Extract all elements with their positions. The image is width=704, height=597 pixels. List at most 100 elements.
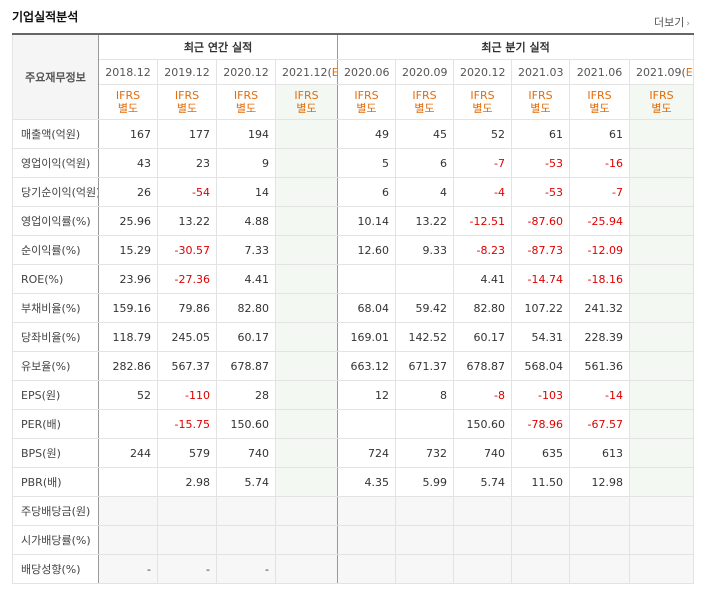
table-cell: -25.94 — [569, 206, 631, 236]
table-cell: 561.36 — [569, 351, 631, 381]
table-row: 당좌비율(%) 118.79 245.05 60.17 169.01 142.52 60.1… — [12, 322, 695, 352]
table-cell: -103 — [511, 380, 571, 410]
table-cell: -8.23 — [453, 235, 513, 265]
table-cell: 169.01 — [337, 322, 397, 352]
table-cell — [98, 496, 158, 526]
table-cell — [274, 177, 339, 207]
table-cell — [569, 554, 631, 584]
table-cell — [629, 235, 695, 265]
table-cell — [569, 496, 631, 526]
table-cell: -53 — [511, 148, 571, 178]
row-label: 부채비율(%) — [12, 293, 99, 323]
period-header: 2020.12 — [453, 59, 513, 85]
period-header: 2020.09 — [395, 59, 455, 85]
table-row: PER(배) -15.75 150.60 150.60 -78.96 -67.57 — [12, 409, 695, 439]
more-link[interactable]: 더보기 › — [654, 14, 690, 30]
table-cell — [511, 525, 571, 555]
ifrs-label: IFRS 별도 — [569, 84, 631, 120]
row-label: 당좌비율(%) — [12, 322, 99, 352]
table-cell — [216, 525, 276, 555]
table-cell: 61 — [511, 119, 571, 149]
row-label-header: 주요재무정보 — [12, 33, 99, 120]
table-cell: 663.12 — [337, 351, 397, 381]
table-cell — [395, 554, 455, 584]
table-cell: 15.29 — [98, 235, 158, 265]
table-row: 순이익률(%) 15.29 -30.57 7.33 12.60 9.33 -8.23 -87.… — [12, 235, 695, 265]
table-cell — [629, 467, 695, 497]
ifrs-label: IFRS 별도 — [98, 84, 158, 120]
table-cell — [98, 467, 158, 497]
row-label: PBR(배) — [12, 467, 99, 497]
table-cell: 194 — [216, 119, 276, 149]
quarter-header: 최근 분기 실적 — [337, 33, 695, 60]
table-cell — [274, 554, 339, 584]
table-cell: 52 — [453, 119, 513, 149]
table-cell: 568.04 — [511, 351, 571, 381]
table-cell: -18.16 — [569, 264, 631, 294]
table-cell — [337, 264, 397, 294]
table-cell: 613 — [569, 438, 631, 468]
table-row: 영업이익(억원) 43 23 9 5 6 -7 -53 -16 — [12, 148, 695, 178]
table-cell — [98, 525, 158, 555]
table-cell: -16 — [569, 148, 631, 178]
table-cell: 14 — [216, 177, 276, 207]
table-cell: -12.09 — [569, 235, 631, 265]
table-cell: -87.73 — [511, 235, 571, 265]
table-cell — [629, 438, 695, 468]
table-cell — [629, 119, 695, 149]
period-header: 2020.12 — [216, 59, 276, 85]
table-cell: 12 — [337, 380, 397, 410]
table-row: EPS(원) 52 -110 28 12 8 -8 -103 -14 — [12, 380, 695, 410]
table-cell — [629, 380, 695, 410]
table-cell: 79.86 — [157, 293, 217, 323]
table-cell — [274, 380, 339, 410]
table-cell: 68.04 — [337, 293, 397, 323]
table-cell: 25.96 — [98, 206, 158, 236]
table-cell — [629, 177, 695, 207]
ifrs-label: IFRS 별도 — [337, 84, 397, 120]
table-cell: -78.96 — [511, 409, 571, 439]
table-cell: -15.75 — [157, 409, 217, 439]
table-cell: -4 — [453, 177, 513, 207]
table-cell: 282.86 — [98, 351, 158, 381]
table-cell — [629, 206, 695, 236]
table-cell: 28 — [216, 380, 276, 410]
table-cell: 567.37 — [157, 351, 217, 381]
table-cell: 10.14 — [337, 206, 397, 236]
ifrs-label: IFRS 별도 — [511, 84, 571, 120]
table-cell: 9 — [216, 148, 276, 178]
table-cell: 159.16 — [98, 293, 158, 323]
row-label: 주당배당금(원) — [12, 496, 99, 526]
table-cell: 228.39 — [569, 322, 631, 352]
table-cell — [453, 496, 513, 526]
table-cell: 52 — [98, 380, 158, 410]
table-cell — [395, 496, 455, 526]
table-cell: -54 — [157, 177, 217, 207]
table-cell: 740 — [216, 438, 276, 468]
table-cell — [274, 467, 339, 497]
table-cell: 671.37 — [395, 351, 455, 381]
table-row: 유보율(%) 282.86 567.37 678.87 663.12 671.37 678.… — [12, 351, 695, 381]
table-cell: 8 — [395, 380, 455, 410]
table-cell — [274, 264, 339, 294]
table-cell — [274, 351, 339, 381]
table-cell: 5.74 — [453, 467, 513, 497]
table-cell — [337, 409, 397, 439]
period-header: 2018.12 — [98, 59, 158, 85]
table-cell: 724 — [337, 438, 397, 468]
table-cell — [274, 119, 339, 149]
table-cell — [453, 554, 513, 584]
table-cell — [274, 496, 339, 526]
table-cell: 241.32 — [569, 293, 631, 323]
table-row: 매출액(억원) 167 177 194 49 45 52 61 61 — [12, 119, 695, 149]
table-cell: 167 — [98, 119, 158, 149]
table-cell: 43 — [98, 148, 158, 178]
period-header: 2021.06 — [569, 59, 631, 85]
table-cell — [629, 264, 695, 294]
table-row: 당기순이익(억원) 26 -54 14 6 4 -4 -53 -7 — [12, 177, 695, 207]
table-cell — [395, 525, 455, 555]
table-cell: 61 — [569, 119, 631, 149]
table-cell: 11.50 — [511, 467, 571, 497]
table-cell: 82.80 — [216, 293, 276, 323]
more-label: 더보기 — [654, 16, 685, 29]
